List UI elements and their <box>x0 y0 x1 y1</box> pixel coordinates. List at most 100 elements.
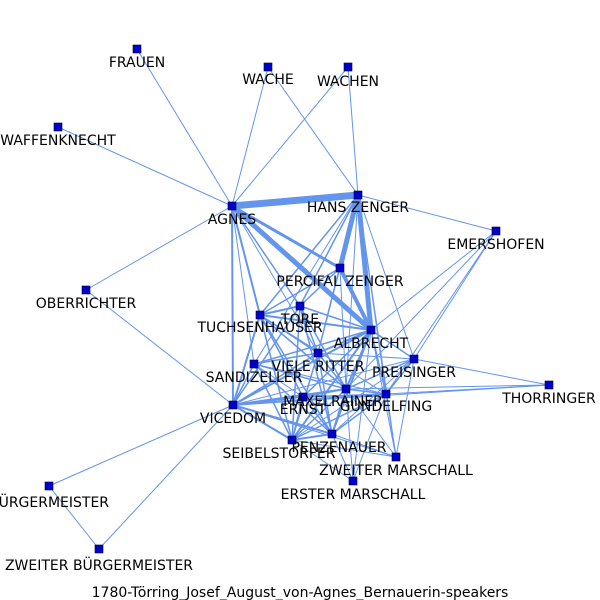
node-label-viele_ritter: VIELE RITTER <box>272 359 365 375</box>
node-thorringer[interactable] <box>544 380 554 390</box>
node-vicedom[interactable] <box>228 400 238 410</box>
edge-penzenauer-zweiter_marschall <box>331 433 397 458</box>
node-label-tore: TORE <box>280 312 319 328</box>
node-label-thorringer: THORRINGER <box>501 391 596 407</box>
edge-preisinger-seibelstorfer <box>291 358 415 441</box>
edge-preisinger-gundelfing <box>385 358 415 395</box>
node-wache[interactable] <box>263 62 273 72</box>
node-frauen[interactable] <box>132 44 142 54</box>
node-penzenauer[interactable] <box>327 429 337 439</box>
node-label-agnes: AGNES <box>208 212 256 228</box>
edge-ernst-penzenauer <box>302 396 333 435</box>
edge-percifal_zenger-viele_ritter <box>317 267 341 354</box>
node-label-sandizeller: SANDIZELLER <box>206 370 303 386</box>
edge-hans_zenger-tore <box>299 194 359 307</box>
edge-preisinger-thorringer <box>413 358 550 386</box>
edge-agnes-waffenknecht <box>57 126 233 207</box>
edge-penzenauer-seibelstorfer <box>291 433 333 441</box>
node-percifal_zenger[interactable] <box>335 263 345 273</box>
edge-viele_ritter-preisinger <box>317 352 415 360</box>
node-gundelfing[interactable] <box>381 389 391 399</box>
node-tuchsenhauser[interactable] <box>255 310 265 320</box>
edge-maxelrainer-ernst <box>302 388 347 398</box>
edge-agnes-percifal_zenger <box>230 204 342 270</box>
node-ernst[interactable] <box>298 392 308 402</box>
node-hans_zenger[interactable] <box>353 190 363 200</box>
node-label-buergermeister: BÜRGERMEISTER <box>0 493 109 511</box>
edge-gundelfing-emershofen <box>385 230 497 395</box>
edge-sandizeller-vicedom <box>232 363 255 406</box>
node-waffenknecht[interactable] <box>53 122 63 132</box>
edge-percifal_zenger-tore <box>299 267 341 307</box>
edge-maxelrainer-thorringer <box>345 384 550 390</box>
node-label-gundelfing: GUNDELFING <box>340 399 433 415</box>
edge-tore-seibelstorfer <box>291 305 301 441</box>
label-layer: FRAUEN WACHE WACHEN WAFFENKNECHT AGNES HANS Z… <box>0 55 596 574</box>
node-layer <box>44 44 554 554</box>
edge-seibelstorfer-zweiter_marschall <box>291 439 397 458</box>
node-label-preisinger: PREISINGER <box>372 365 456 381</box>
node-maxelrainer[interactable] <box>341 384 351 394</box>
edge-gundelfing-zweiter_marschall <box>385 393 397 458</box>
edge-maxelrainer-seibelstorfer <box>291 388 347 441</box>
edge-agnes-tuchsenhauser <box>231 205 261 316</box>
edge-sandizeller-ernst <box>253 363 304 398</box>
edge-agnes-hans_zenger <box>228 191 362 210</box>
node-label-seibelstorfer: SEIBELSTORFER <box>223 446 336 462</box>
edge-agnes-vicedom <box>231 205 234 406</box>
edge-buergermeister-zweiter_buergermeister <box>48 485 100 550</box>
edge-vicedom-zweiter_marschall <box>232 404 397 458</box>
node-label-wache: WACHE <box>242 72 294 88</box>
edge-viele_ritter-maxelrainer <box>317 352 347 390</box>
edge-tore-vicedom <box>232 305 301 406</box>
edge-hans_zenger-albrecht <box>355 192 374 333</box>
edge-agnes-tore <box>231 205 301 307</box>
edge-tuchsenhauser-tore <box>259 305 301 316</box>
edge-preisinger-penzenauer <box>331 358 415 435</box>
edge-agnes-wache <box>231 66 269 207</box>
node-erster_marschall[interactable] <box>348 476 358 486</box>
edge-penzenauer-erster_marschall <box>331 433 354 482</box>
edge-tuchsenhauser-vicedom <box>232 314 261 406</box>
node-agnes[interactable] <box>227 201 237 211</box>
node-label-vicedom: VICEDOM <box>200 411 266 427</box>
edge-preisinger-emershofen <box>413 230 497 360</box>
node-albrecht[interactable] <box>366 325 376 335</box>
edge-ernst-seibelstorfer <box>291 396 304 441</box>
node-seibelstorfer[interactable] <box>287 435 297 445</box>
node-label-wachen: WACHEN <box>317 74 379 90</box>
node-label-hans_zenger: HANS ZENGER <box>307 200 410 216</box>
edge-seibelstorfer-erster_marschall <box>291 439 354 482</box>
edge-gundelfing-seibelstorfer <box>291 393 387 441</box>
edge-tuchsenhauser-albrecht <box>259 314 372 331</box>
node-label-percifal_zenger: PERCIFAL ZENGER <box>276 274 403 290</box>
node-wachen[interactable] <box>343 62 353 72</box>
node-label-maxelrainer: MAXELRAINER <box>283 394 383 410</box>
node-label-waffenknecht: WAFFENKNECHT <box>0 133 116 149</box>
edge-vicedom-buergermeister <box>48 404 234 487</box>
node-sandizeller[interactable] <box>249 359 259 369</box>
edge-maxelrainer-gundelfing <box>345 388 387 395</box>
edge-sandizeller-maxelrainer <box>253 363 347 390</box>
node-label-zweiter_marschall: ZWEITER MARSCHALL <box>319 463 473 479</box>
node-preisinger[interactable] <box>409 354 419 364</box>
edge-gundelfing-thorringer <box>385 384 550 395</box>
node-tore[interactable] <box>295 301 305 311</box>
node-oberrichter[interactable] <box>81 285 91 295</box>
node-label-tuchsenhauser: TUCHSENHAUSER <box>196 320 322 336</box>
edge-maxelrainer-erster_marschall <box>345 388 354 482</box>
node-emershofen[interactable] <box>491 226 501 236</box>
edge-tore-viele_ritter <box>299 305 319 354</box>
edge-albrecht-emershofen <box>370 230 497 331</box>
edge-gundelfing-penzenauer <box>331 393 387 435</box>
edge-preisinger-zweiter_marschall <box>395 358 415 458</box>
node-label-albrecht: ALBRECHT <box>334 336 409 352</box>
edge-vicedom-ernst <box>232 396 304 406</box>
edge-vicedom-oberrichter <box>85 289 234 406</box>
node-label-oberrichter: OBERRICHTER <box>36 296 137 312</box>
node-buergermeister[interactable] <box>44 481 54 491</box>
node-zweiter_buergermeister[interactable] <box>94 544 104 554</box>
node-zweiter_marschall[interactable] <box>391 452 401 462</box>
node-viele_ritter[interactable] <box>313 348 323 358</box>
edge-layer <box>48 48 550 550</box>
